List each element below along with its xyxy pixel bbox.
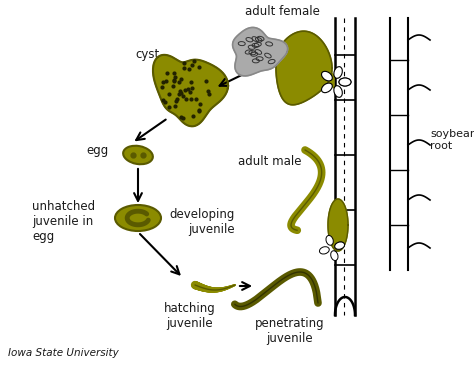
Text: cyst: cyst bbox=[136, 48, 160, 61]
Polygon shape bbox=[318, 63, 334, 88]
Text: developing
juvenile: developing juvenile bbox=[170, 208, 235, 236]
Text: hatching
juvenile: hatching juvenile bbox=[164, 302, 216, 330]
Ellipse shape bbox=[339, 78, 351, 86]
Ellipse shape bbox=[115, 205, 161, 231]
Text: unhatched
juvenile in
egg: unhatched juvenile in egg bbox=[32, 200, 95, 243]
Ellipse shape bbox=[319, 247, 329, 254]
Ellipse shape bbox=[321, 83, 332, 92]
Ellipse shape bbox=[326, 235, 333, 245]
Polygon shape bbox=[233, 27, 288, 76]
Ellipse shape bbox=[334, 86, 342, 97]
Text: adult female: adult female bbox=[245, 5, 319, 18]
Ellipse shape bbox=[335, 242, 345, 249]
Ellipse shape bbox=[321, 71, 332, 81]
Ellipse shape bbox=[335, 242, 345, 249]
Polygon shape bbox=[328, 199, 348, 251]
Ellipse shape bbox=[123, 146, 153, 164]
Polygon shape bbox=[276, 31, 332, 105]
Text: adult male: adult male bbox=[238, 155, 301, 168]
Text: egg: egg bbox=[87, 144, 109, 157]
Text: penetrating
juvenile: penetrating juvenile bbox=[255, 317, 325, 345]
Polygon shape bbox=[153, 55, 228, 126]
Text: Iowa State University: Iowa State University bbox=[8, 348, 119, 358]
Ellipse shape bbox=[331, 251, 338, 260]
Text: soybean
root: soybean root bbox=[430, 129, 474, 151]
Ellipse shape bbox=[334, 67, 342, 78]
Ellipse shape bbox=[339, 78, 351, 86]
